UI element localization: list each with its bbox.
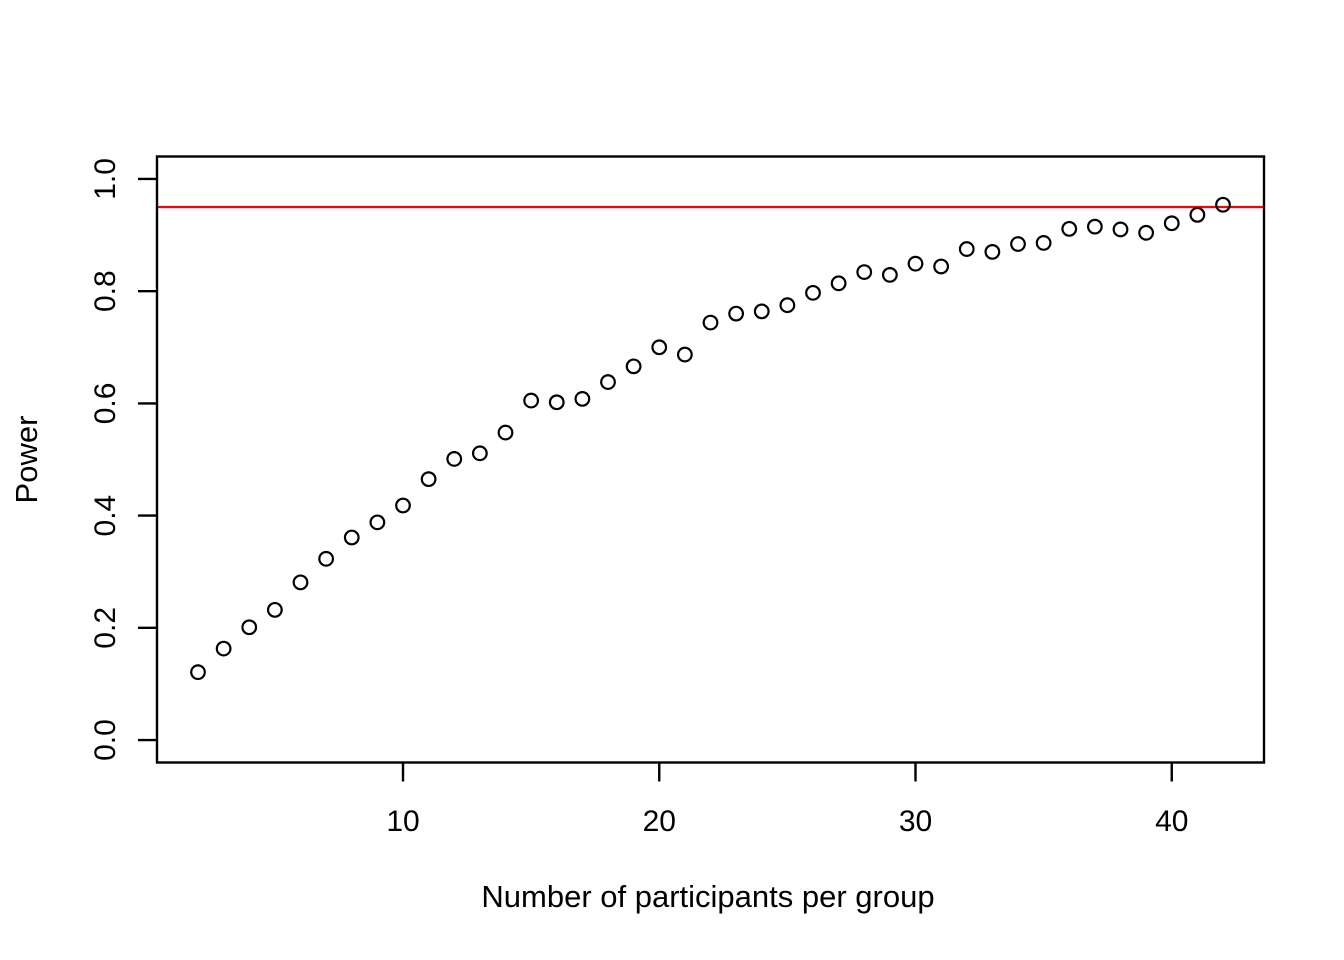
chart-marks: 10 20 30 40 0.0 0.2 0.4 0.6 0.8 1.0: [89, 155, 1266, 838]
data-point: [958, 241, 975, 257]
data-point: [907, 255, 924, 272]
data-point: [497, 424, 514, 441]
data-point: [625, 358, 642, 375]
y-axis-tick-label: 0.8: [89, 270, 122, 312]
x-axis-tick-label: 40: [1155, 805, 1188, 838]
data-point: [676, 346, 693, 363]
data-point: [446, 451, 463, 467]
data-point: [266, 601, 283, 618]
data-point: [1189, 206, 1206, 223]
data-point: [1138, 224, 1155, 241]
x-axis-tick-label: 10: [386, 805, 419, 838]
x-axis-title: Number of participants per group: [481, 879, 934, 914]
y-axis-tick-label: 0.4: [89, 495, 122, 537]
data-point: [728, 305, 745, 322]
data-point: [1112, 221, 1129, 238]
data-point: [241, 619, 258, 636]
data-point: [1035, 235, 1052, 251]
data-point: [881, 266, 898, 283]
y-axis-tick-label: 0.6: [89, 383, 122, 425]
data-point: [523, 392, 540, 409]
data-point: [600, 374, 616, 390]
data-point: [702, 314, 719, 331]
y-axis-title: Power: [9, 416, 44, 504]
data-point: [651, 339, 668, 356]
data-point: [1163, 215, 1180, 232]
data-point: [1061, 220, 1078, 237]
data-point: [779, 297, 796, 314]
data-point: [1086, 218, 1103, 235]
data-point: [1215, 196, 1231, 213]
data-point: [984, 243, 1001, 260]
data-point: [343, 529, 360, 546]
data-point: [856, 264, 873, 280]
y-axis-tick-label: 0.2: [89, 607, 122, 649]
data-point: [574, 391, 591, 407]
data-point: [471, 445, 488, 462]
data-point: [753, 303, 770, 320]
data-point: [933, 258, 950, 275]
x-axis-tick-label: 20: [643, 805, 676, 838]
data-point: [548, 394, 565, 411]
data-point: [805, 284, 821, 301]
data-point: [830, 275, 847, 292]
y-axis-tick-label: 0.0: [89, 719, 122, 761]
data-point: [190, 664, 206, 681]
data-point: [318, 550, 335, 567]
data-point: [215, 640, 232, 657]
data-point: [1010, 236, 1026, 252]
data-point: [292, 574, 309, 591]
y-axis-tick-label: 1.0: [89, 158, 122, 200]
data-point: [395, 497, 411, 514]
x-axis-tick-label: 30: [899, 805, 932, 838]
data-point: [420, 471, 437, 488]
plot-box: [155, 155, 1266, 764]
data-point: [369, 514, 386, 531]
